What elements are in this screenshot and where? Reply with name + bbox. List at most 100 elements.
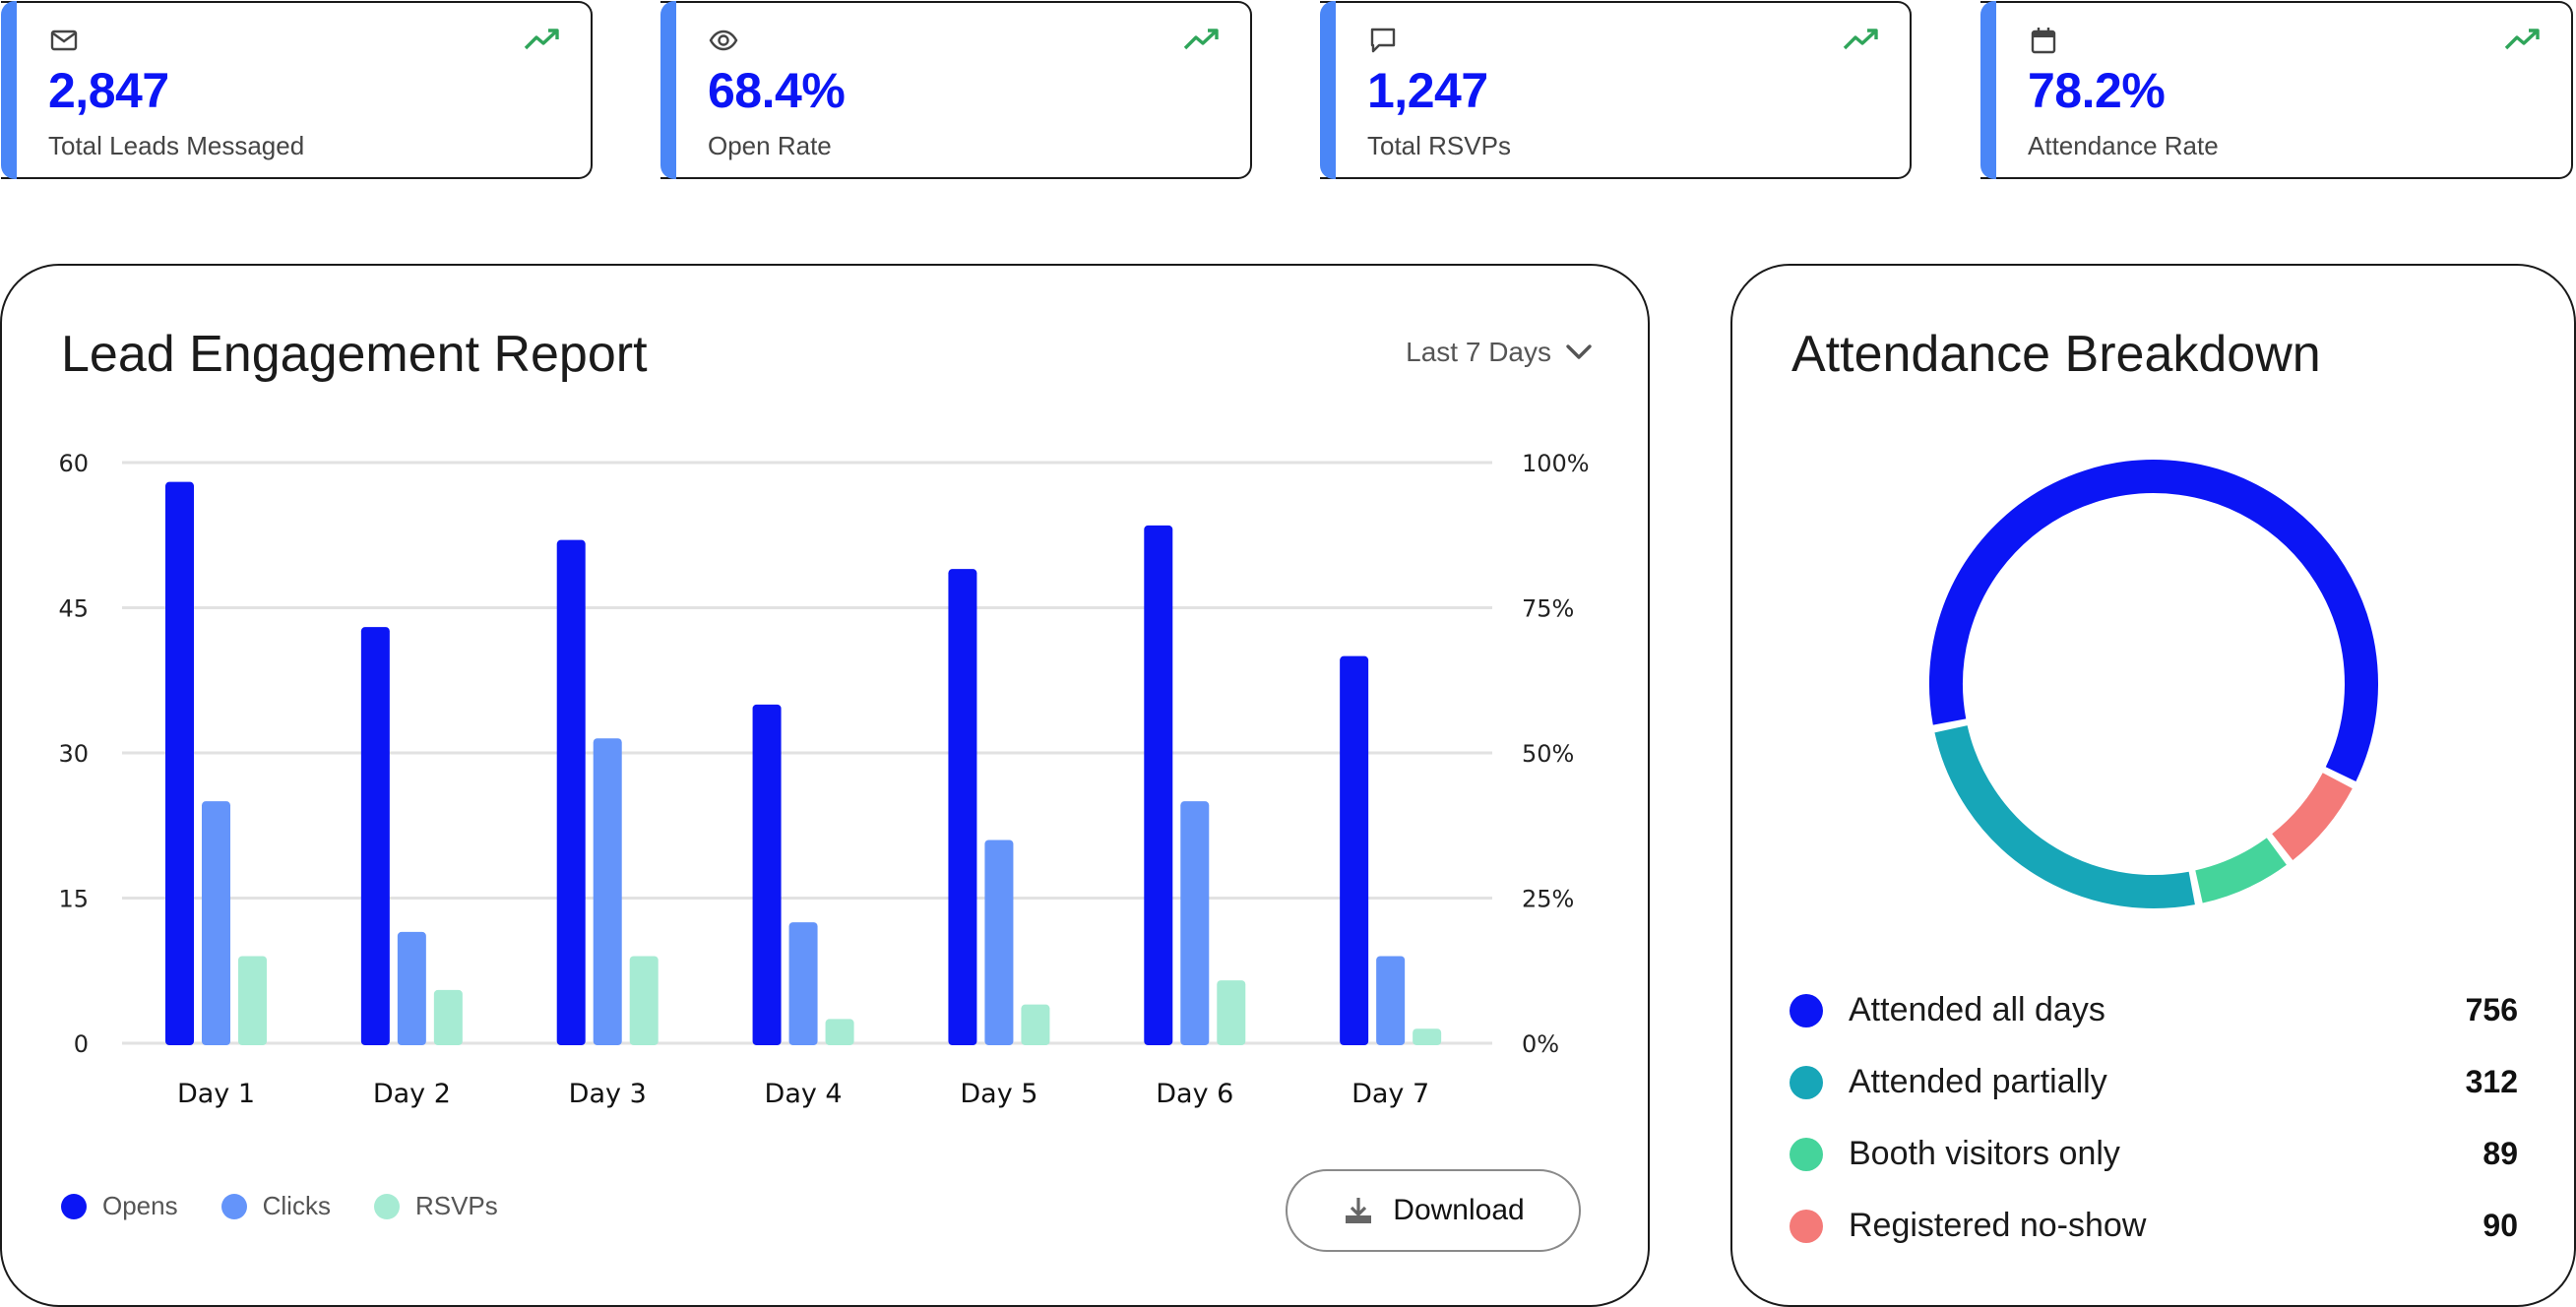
y-tick-label: 45	[58, 595, 89, 623]
kpi-card-total-rsvps: 1,247 Total RSVPs	[1320, 1, 1912, 179]
engagement-bar-chart: 0 0% 15 25% 30 50% 45 75% 60 100% Day 1 Day 2 Day 3 D…	[58, 450, 1590, 1109]
y-tick-label: 30	[58, 740, 89, 768]
legend-swatch-attended-partial	[1790, 1065, 1823, 1099]
bar-rsvps[interactable]	[433, 989, 463, 1045]
bar-rsvps[interactable]	[1217, 980, 1246, 1045]
trend-up-icon	[2504, 29, 2540, 50]
chevron-down-icon	[1566, 344, 1592, 359]
lead-engagement-panel: 0 0% 15 25% 30 50% 45 75% 60 100% Day 1 Day 2 Day 3 D…	[0, 264, 1650, 1307]
download-icon	[1346, 1198, 1372, 1223]
y-tick-label: 60	[58, 450, 89, 477]
date-range-label: Last 7 Days	[1406, 337, 1551, 367]
x-tick-label: Day 4	[765, 1079, 843, 1109]
attendance-row-attended-partial: Attended partially 312	[1790, 1046, 2518, 1118]
legend-swatch-attended-all	[1790, 993, 1823, 1027]
y2-tick-label: 0%	[1522, 1030, 1559, 1058]
bar-rsvps[interactable]	[1021, 1004, 1050, 1045]
bar-opens[interactable]	[948, 569, 977, 1045]
attendance-row-attended-all: Attended all days 756	[1790, 974, 2518, 1046]
legend-label: RSVPs	[414, 1191, 498, 1220]
chart-legend: Opens Clicks RSVPs	[61, 1191, 498, 1221]
bar-rsvps[interactable]	[825, 1019, 854, 1045]
legend-label: Clicks	[262, 1191, 331, 1220]
kpi-label: Attendance Rate	[2028, 131, 2219, 160]
legend-item-opens[interactable]: Opens	[61, 1191, 178, 1221]
legend-swatch-no-show	[1790, 1209, 1823, 1243]
kpi-value: 2,847	[48, 63, 169, 118]
legend-swatch-booth-only	[1790, 1137, 1823, 1171]
chat-icon	[1370, 28, 1396, 53]
mail-icon	[50, 30, 78, 51]
bar-opens[interactable]	[556, 539, 586, 1045]
bar-clicks[interactable]	[202, 801, 230, 1045]
y2-tick-label: 50%	[1522, 740, 1574, 768]
date-range-select[interactable]: Last 7 Days	[1406, 337, 1593, 368]
attendance-value: 89	[2482, 1136, 2518, 1171]
kpi-value: 1,247	[1367, 63, 1488, 118]
trend-up-icon	[1183, 29, 1219, 50]
attendance-value: 90	[2482, 1208, 2518, 1243]
engagement-title: Lead Engagement Report	[61, 326, 648, 383]
attendance-donut-chart	[1929, 460, 2378, 908]
eye-icon	[709, 30, 738, 51]
kpi-label: Total RSVPs	[1367, 131, 1511, 160]
attendance-row-no-show: Registered no-show 90	[1790, 1190, 2518, 1262]
bar-rsvps[interactable]	[238, 956, 267, 1046]
legend-label: Opens	[102, 1191, 178, 1220]
download-button[interactable]: Download	[1286, 1169, 1581, 1252]
x-tick-label: Day 2	[373, 1079, 451, 1109]
bar-rsvps[interactable]	[629, 956, 659, 1046]
attendance-label: Booth visitors only	[1849, 1135, 2120, 1172]
bar-rsvps[interactable]	[1413, 1028, 1442, 1045]
attendance-title: Attendance Breakdown	[1791, 326, 2321, 383]
kpi-value: 68.4%	[708, 63, 846, 118]
attendance-label: Attended partially	[1849, 1063, 2107, 1100]
x-tick-label: Day 6	[1156, 1079, 1233, 1109]
x-tick-label: Day 7	[1351, 1079, 1429, 1109]
kpi-card-leads-messaged: 2,847 Total Leads Messaged	[1, 1, 593, 179]
attendance-label: Attended all days	[1849, 991, 2105, 1028]
legend-swatch-opens	[61, 1193, 87, 1219]
donut-segment-attended-partial[interactable]	[1934, 724, 2195, 908]
attendance-legend: Attended all days 756 Attended partially 31…	[1790, 974, 2518, 1262]
bar-clicks[interactable]	[397, 931, 426, 1045]
attendance-breakdown-panel: Attendance Breakdown Attended all days 75…	[1730, 264, 2576, 1307]
attendance-value: 756	[2465, 992, 2518, 1027]
bar-clicks[interactable]	[1376, 956, 1406, 1046]
bar-clicks[interactable]	[1180, 801, 1210, 1045]
bar-clicks[interactable]	[788, 922, 818, 1045]
bar-opens[interactable]	[1144, 525, 1173, 1045]
legend-swatch-clicks	[220, 1193, 247, 1219]
y2-tick-label: 75%	[1522, 595, 1574, 623]
bar-clicks[interactable]	[984, 840, 1014, 1046]
bar-opens[interactable]	[1340, 655, 1369, 1045]
trend-up-icon	[1843, 29, 1878, 50]
bar-opens[interactable]	[360, 627, 390, 1045]
kpi-label: Total Leads Messaged	[48, 131, 305, 160]
y2-tick-label: 100%	[1522, 450, 1590, 477]
trend-up-icon	[524, 29, 559, 50]
bar-clicks[interactable]	[593, 738, 622, 1045]
download-label: Download	[1393, 1194, 1525, 1226]
x-tick-label: Day 5	[960, 1079, 1037, 1109]
legend-item-rsvps[interactable]: RSVPs	[373, 1191, 498, 1221]
y-tick-label: 15	[58, 886, 89, 913]
donut-segment-booth-only[interactable]	[2194, 838, 2287, 903]
kpi-value: 78.2%	[2028, 63, 2166, 118]
y2-tick-label: 25%	[1522, 886, 1574, 913]
attendance-value: 312	[2465, 1064, 2518, 1099]
bar-opens[interactable]	[752, 704, 782, 1045]
y-tick-label: 0	[74, 1030, 89, 1058]
donut-segment-no-show[interactable]	[2271, 772, 2353, 860]
legend-item-clicks[interactable]: Clicks	[220, 1191, 331, 1221]
attendance-row-booth-only: Booth visitors only 89	[1790, 1118, 2518, 1190]
kpi-card-attendance-rate: 78.2% Attendance Rate	[1980, 1, 2573, 179]
kpi-label: Open Rate	[708, 131, 832, 160]
x-tick-label: Day 3	[569, 1079, 647, 1109]
bar-opens[interactable]	[165, 481, 194, 1045]
attendance-label: Registered no-show	[1849, 1207, 2147, 1244]
kpi-card-open-rate: 68.4% Open Rate	[660, 1, 1252, 179]
donut-segment-attended-all[interactable]	[1929, 460, 2378, 781]
x-tick-label: Day 1	[177, 1079, 255, 1109]
calendar-icon	[2031, 28, 2056, 54]
